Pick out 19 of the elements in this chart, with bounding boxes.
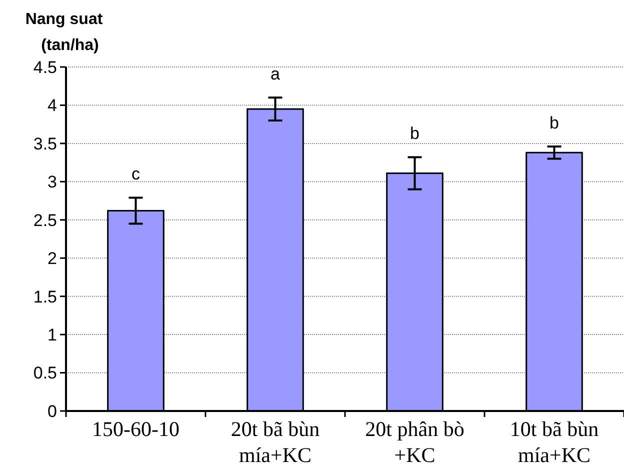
y-tick-label: 3 xyxy=(48,172,57,192)
y-tick-label: 1 xyxy=(48,326,57,345)
y-tick-label: 1.5 xyxy=(33,287,57,306)
annotation: b xyxy=(410,124,420,144)
y-tick-label: 0.5 xyxy=(33,364,57,383)
annotation: b xyxy=(550,114,559,132)
x-tick-label: 20t bã bùn mía+KC xyxy=(230,417,320,467)
x-tick-label: 150-60-10 xyxy=(92,417,180,441)
y-tick-label: 4.5 xyxy=(33,58,57,77)
y-tick-label: 3.5 xyxy=(33,134,57,154)
annotation: c xyxy=(132,164,140,184)
y-tick-label: 0 xyxy=(48,402,57,421)
x-tick-label: 10t bã bùn mía+KC xyxy=(510,417,600,467)
y-tick-label: 2.5 xyxy=(33,210,57,230)
x-tick-label: 20t phân bò +KC xyxy=(365,417,464,467)
y-tick-label: 4 xyxy=(48,96,57,116)
y-tick-label: 2 xyxy=(48,249,57,268)
annotation: a xyxy=(270,64,281,84)
y-axis-title: Nang suat (tan/ha) xyxy=(25,11,104,54)
